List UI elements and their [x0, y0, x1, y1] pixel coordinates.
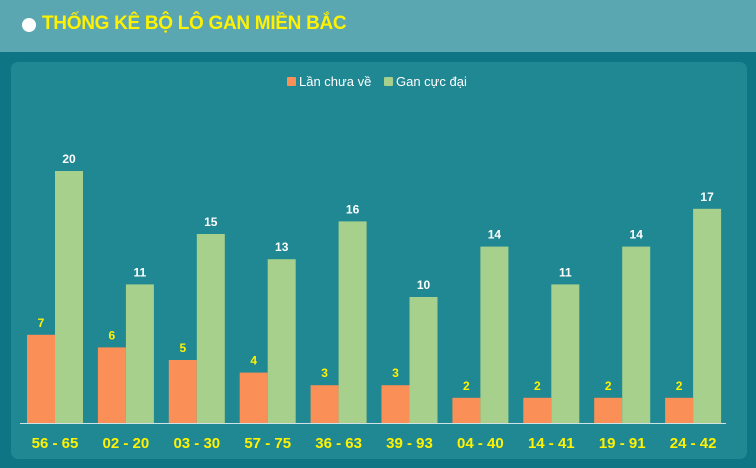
value-label-max-5: 10 [417, 278, 431, 292]
value-label-max-7: 11 [559, 265, 572, 279]
legend-swatch-max [384, 77, 393, 86]
value-label-current-9: 2 [676, 379, 683, 393]
bar-current-5 [381, 385, 410, 423]
legend-swatch-current [287, 77, 296, 86]
bar-current-2 [168, 360, 197, 423]
value-label-current-1: 6 [109, 328, 116, 342]
chart-legend: Lần chưa về Gan cực đại [0, 74, 756, 90]
value-label-current-4: 3 [321, 366, 328, 380]
legend-label-current: Lần chưa về [299, 74, 372, 89]
bar-max-2 [196, 234, 225, 423]
bar-max-9 [693, 208, 722, 423]
bullet-dot-icon [22, 18, 36, 32]
value-label-max-8: 14 [630, 228, 644, 242]
value-label-max-9: 17 [700, 190, 714, 204]
bar-current-9 [665, 397, 694, 423]
category-label-1: 02 - 20 [103, 435, 150, 452]
value-label-max-1: 11 [134, 265, 147, 279]
category-label-4: 36 - 63 [315, 435, 362, 452]
header-bar: THỐNG KÊ BỘ LÔ GAN MIỀN BẮC [0, 0, 756, 52]
bar-current-1 [97, 347, 126, 423]
bar-current-7 [523, 397, 552, 423]
bar-current-8 [594, 397, 623, 423]
bar-current-6 [452, 397, 481, 423]
bar-max-6 [480, 246, 509, 423]
value-label-current-8: 2 [605, 379, 612, 393]
value-label-current-6: 2 [463, 379, 470, 393]
value-label-max-3: 13 [275, 240, 289, 254]
bar-max-3 [267, 259, 296, 423]
value-label-max-0: 20 [62, 152, 76, 166]
page-title: THỐNG KÊ BỘ LÔ GAN MIỀN BẮC [42, 13, 347, 34]
value-label-current-5: 3 [392, 366, 399, 380]
value-label-max-6: 14 [488, 228, 502, 242]
category-label-6: 04 - 40 [457, 435, 504, 452]
bar-max-1 [125, 284, 154, 423]
bar-max-8 [622, 246, 651, 423]
category-label-0: 56 - 65 [32, 435, 79, 452]
bar-max-7 [551, 284, 580, 423]
value-label-current-2: 5 [179, 341, 186, 355]
value-label-current-3: 4 [250, 354, 257, 368]
bar-max-0 [55, 171, 83, 423]
bar-current-3 [239, 372, 268, 423]
category-label-9: 24 - 42 [670, 435, 717, 452]
value-label-max-4: 16 [346, 202, 360, 216]
bar-current-4 [310, 385, 339, 423]
legend-label-max: Gan cực đại [396, 74, 467, 89]
category-label-2: 03 - 30 [173, 435, 220, 452]
category-label-5: 39 - 93 [386, 435, 433, 452]
value-label-current-0: 7 [38, 316, 45, 330]
category-label-3: 57 - 75 [244, 435, 291, 452]
bar-current-0 [27, 334, 55, 423]
bar-max-5 [409, 297, 438, 423]
value-label-max-2: 15 [204, 215, 218, 229]
category-label-8: 19 - 91 [599, 435, 646, 452]
category-label-7: 14 - 41 [528, 435, 575, 452]
bar-max-4 [338, 221, 367, 423]
value-label-current-7: 2 [534, 379, 541, 393]
